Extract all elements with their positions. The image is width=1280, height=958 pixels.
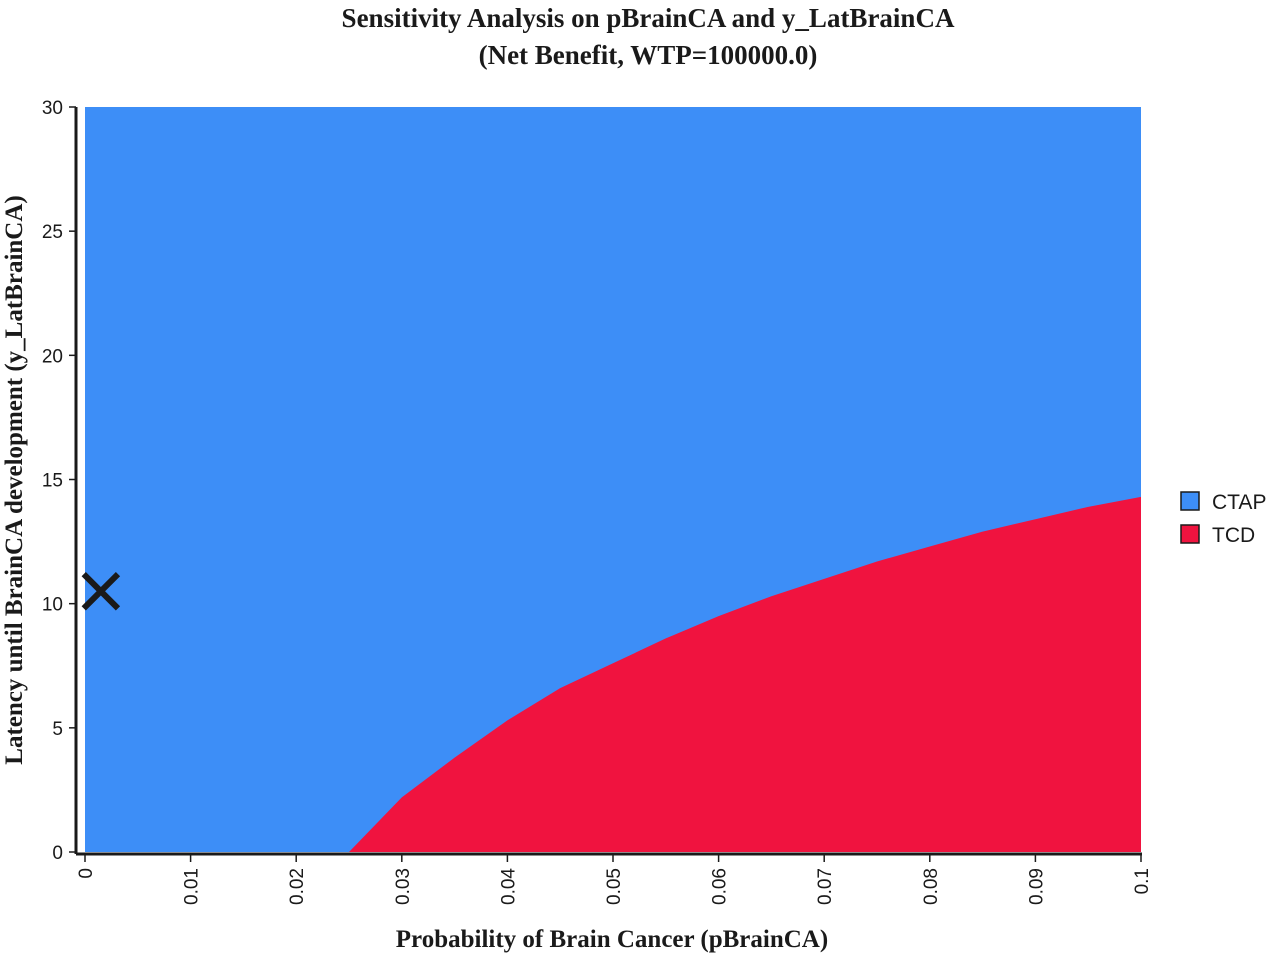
x-tick-label: 0.07 (815, 868, 836, 905)
x-tick-label: 0.1 (1132, 868, 1153, 894)
legend: CTAP TCD (1180, 491, 1266, 547)
y-tick-label: 30 (42, 98, 63, 119)
x-marker (81, 572, 121, 611)
x-tick-label: 0.04 (498, 868, 519, 905)
y-ticks: 0 5 10 15 20 25 30 (42, 98, 76, 864)
plot-area (81, 107, 1141, 852)
chart-subtitle: (Net Benefit, WTP=100000.0) (479, 40, 818, 70)
y-tick-label: 5 (52, 719, 63, 740)
x-tick-label: 0 (76, 868, 97, 879)
marker-layer (81, 572, 121, 611)
x-ticks: 0 0.01 0.02 0.03 0.04 0.05 0.06 0.07 0.08 0.09 0.1 (76, 854, 1153, 905)
x-tick-label: 0.08 (921, 868, 942, 905)
axes: 0 0.01 0.02 0.03 0.04 0.05 0.06 0.07 0.08 0.09 0.1… (42, 98, 1153, 905)
y-tick-label: 10 (42, 595, 63, 616)
legend-swatch (1180, 491, 1200, 511)
x-axis-title: Probability of Brain Cancer (pBrainCA) (396, 926, 828, 953)
tcd-region (349, 496, 1141, 852)
y-axis-title: Latency until BrainCA development (y_Lat… (1, 195, 28, 764)
legend-swatch (1180, 524, 1200, 544)
x-tick-label: 0.01 (182, 868, 203, 905)
chart-title: Sensitivity Analysis on pBrainCA and y_L… (342, 3, 955, 33)
x-tick-label: 0.03 (393, 868, 414, 905)
y-tick-label: 15 (42, 471, 63, 492)
legend-label: CTAP (1212, 491, 1266, 514)
y-tick-label: 0 (52, 843, 63, 864)
x-tick-label: 0.09 (1026, 868, 1047, 905)
legend-label: TCD (1212, 524, 1255, 547)
y-tick-label: 25 (42, 222, 63, 243)
x-tick-label: 0.02 (287, 868, 308, 905)
x-tick-label: 0.06 (710, 868, 731, 905)
y-tick-label: 20 (42, 346, 63, 367)
x-tick-label: 0.05 (604, 868, 625, 905)
